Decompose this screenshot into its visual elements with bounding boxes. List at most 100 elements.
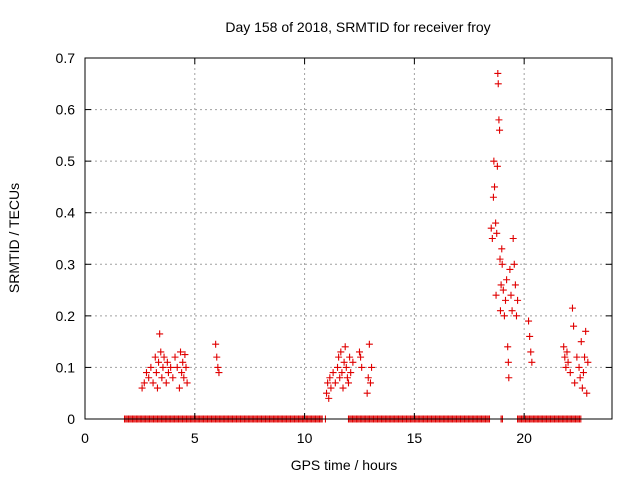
y-tick-label: 0.1	[56, 359, 76, 375]
data-point	[337, 348, 345, 356]
data-point	[505, 374, 513, 382]
data-point	[215, 369, 223, 377]
x-tick-label: 15	[407, 430, 423, 446]
data-point	[495, 116, 503, 124]
data-point	[566, 369, 574, 377]
data-point	[488, 235, 496, 242]
data-point	[570, 322, 578, 330]
data-point	[510, 260, 518, 268]
data-point	[564, 358, 572, 366]
data-point	[560, 343, 568, 351]
data-point	[491, 183, 499, 191]
data-point	[181, 351, 189, 359]
data-point	[334, 363, 342, 371]
data-point	[494, 80, 502, 88]
data-point	[152, 369, 160, 377]
data-point	[584, 358, 592, 366]
data-point	[582, 327, 590, 335]
data-point	[147, 363, 155, 371]
data-point	[579, 369, 587, 377]
chart-title: Day 158 of 2018, SRMTID for receiver fro…	[225, 19, 490, 35]
data-point	[138, 384, 146, 392]
data-point	[578, 384, 586, 392]
y-tick-label: 0.5	[56, 153, 76, 169]
x-tick-label: 10	[297, 430, 313, 446]
data-point	[145, 374, 153, 382]
y-tick-label: 0	[67, 411, 75, 427]
data-point	[169, 374, 177, 382]
data-point	[502, 296, 510, 304]
data-point	[341, 343, 349, 351]
data-point	[213, 353, 221, 361]
x-tick-label: 0	[81, 430, 89, 446]
data-point	[364, 374, 372, 382]
y-tick-label: 0.2	[56, 308, 76, 324]
data-point	[504, 358, 512, 366]
data-point	[212, 340, 220, 348]
data-point	[179, 358, 187, 366]
data-point	[151, 353, 159, 361]
data-point	[492, 219, 500, 227]
data-point	[214, 363, 222, 371]
data-point	[498, 260, 506, 268]
data-point	[366, 379, 374, 387]
y-tick-label: 0.6	[56, 102, 76, 118]
data-point	[163, 358, 171, 366]
data-point	[561, 353, 569, 361]
data-point	[494, 69, 502, 77]
data-point	[514, 296, 522, 304]
data-point	[338, 369, 346, 377]
data-points	[121, 69, 592, 423]
y-tick-labels: 0 0.1 0.2 0.3 0.4 0.5 0.6 0.7	[56, 50, 76, 427]
data-point	[493, 229, 501, 237]
data-point	[153, 384, 161, 392]
data-point	[503, 276, 511, 284]
data-point	[493, 162, 501, 170]
data-point	[575, 363, 583, 371]
data-point	[365, 340, 373, 348]
data-point	[497, 281, 505, 289]
data-point	[528, 358, 536, 366]
y-tick-label: 0.4	[56, 205, 76, 221]
data-point	[581, 353, 589, 361]
data-point	[156, 330, 164, 338]
data-point	[490, 157, 498, 165]
data-point	[326, 374, 334, 382]
data-point	[160, 353, 168, 361]
data-point	[506, 265, 514, 273]
data-point	[499, 286, 507, 294]
data-point	[500, 312, 508, 320]
data-point	[508, 307, 516, 315]
data-point	[363, 389, 371, 397]
data-point	[563, 348, 571, 356]
data-point	[487, 224, 495, 232]
y-axis-label: SRMTID / TECUs	[6, 183, 22, 293]
data-point	[568, 304, 576, 312]
data-point	[511, 281, 519, 289]
data-point	[182, 363, 190, 371]
data-point	[368, 363, 376, 371]
data-point	[324, 379, 332, 387]
data-point	[573, 353, 581, 361]
grid-lines	[85, 58, 612, 419]
data-point	[178, 369, 186, 377]
data-point	[357, 353, 365, 361]
data-point	[504, 343, 512, 351]
y-tick-label: 0.3	[56, 256, 76, 272]
data-point	[345, 379, 352, 387]
data-point	[323, 389, 331, 397]
data-point	[329, 369, 337, 377]
data-point	[325, 394, 333, 402]
data-point	[571, 379, 579, 387]
data-point	[342, 363, 350, 371]
data-point	[340, 358, 348, 366]
data-point	[349, 358, 357, 366]
data-point	[142, 369, 150, 377]
data-point	[526, 332, 534, 340]
data-point	[140, 379, 148, 387]
data-point	[167, 363, 175, 371]
data-point	[183, 379, 191, 387]
data-point	[512, 312, 520, 320]
data-point	[155, 358, 163, 366]
